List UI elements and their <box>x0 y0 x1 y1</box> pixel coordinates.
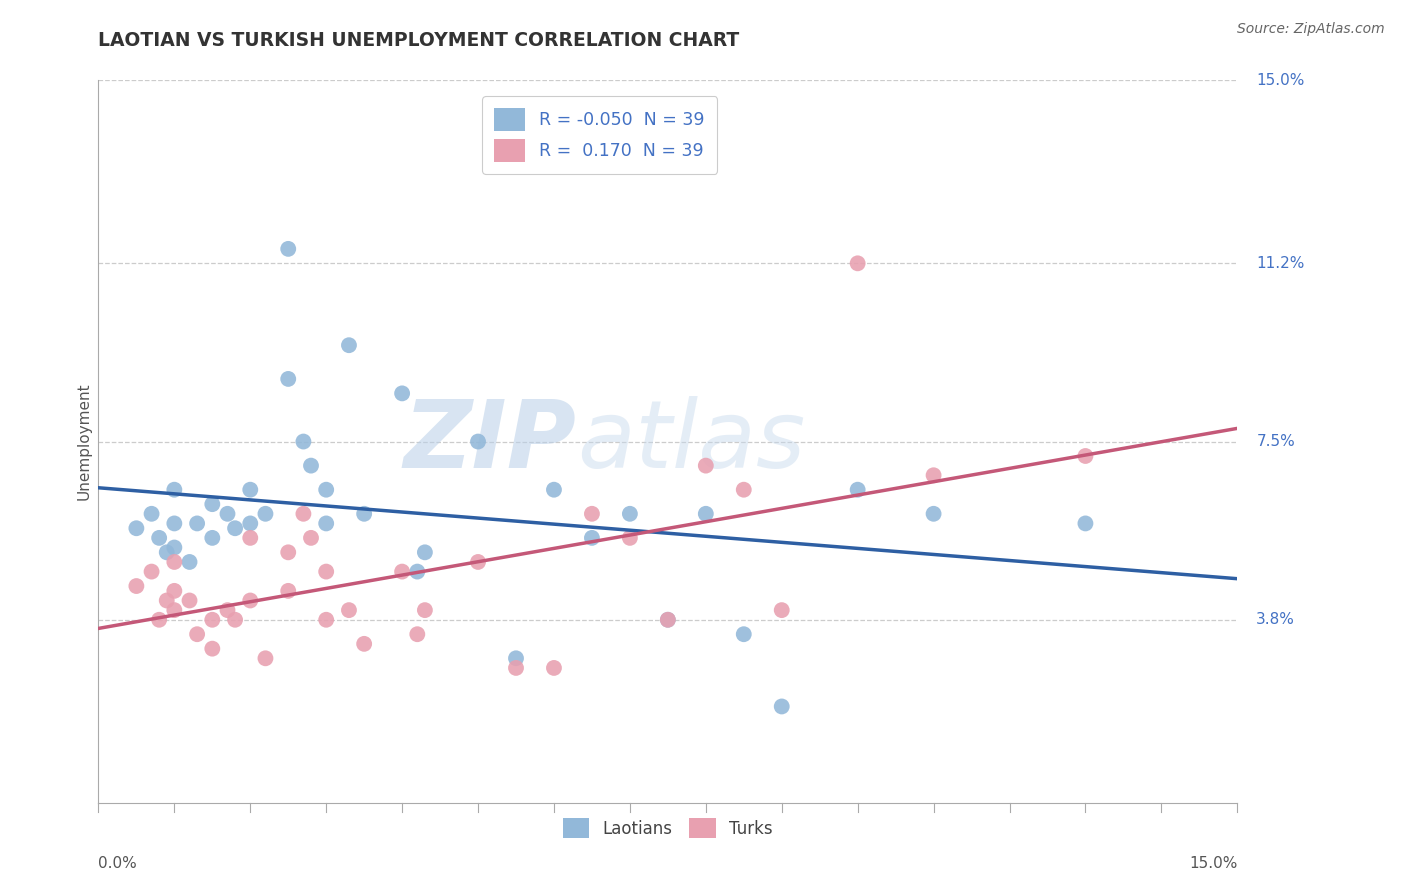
Point <box>292 507 315 521</box>
Point <box>239 531 262 545</box>
Text: LAOTIAN VS TURKISH UNEMPLOYMENT CORRELATION CHART: LAOTIAN VS TURKISH UNEMPLOYMENT CORRELAT… <box>98 31 740 50</box>
Point <box>695 507 717 521</box>
Point <box>186 627 208 641</box>
Point <box>186 516 208 531</box>
Text: 15.0%: 15.0% <box>1257 73 1305 87</box>
Point <box>299 531 322 545</box>
Point <box>413 603 436 617</box>
Point <box>141 507 163 521</box>
Point <box>224 521 246 535</box>
Point <box>277 242 299 256</box>
Point <box>413 545 436 559</box>
Text: 7.5%: 7.5% <box>1257 434 1295 449</box>
Point <box>353 637 375 651</box>
Point <box>224 613 246 627</box>
Point <box>922 468 945 483</box>
Point <box>505 661 527 675</box>
Point <box>239 593 262 607</box>
Point <box>163 483 186 497</box>
Point <box>239 483 262 497</box>
Point <box>163 555 186 569</box>
Point <box>1074 516 1097 531</box>
Point <box>277 372 299 386</box>
Text: 0.0%: 0.0% <box>98 855 138 871</box>
Point <box>846 256 869 270</box>
Text: 11.2%: 11.2% <box>1257 256 1305 271</box>
Point <box>733 483 755 497</box>
Point <box>125 521 148 535</box>
Point <box>581 531 603 545</box>
Point <box>179 555 201 569</box>
Point <box>619 507 641 521</box>
Point <box>156 593 179 607</box>
Point <box>201 497 224 511</box>
Legend: Laotians, Turks: Laotians, Turks <box>555 812 780 845</box>
Point <box>163 541 186 555</box>
Point <box>292 434 315 449</box>
Point <box>733 627 755 641</box>
Text: 3.8%: 3.8% <box>1257 612 1295 627</box>
Point <box>148 613 170 627</box>
Point <box>581 507 603 521</box>
Point <box>217 603 239 617</box>
Point <box>299 458 322 473</box>
Y-axis label: Unemployment: Unemployment <box>76 383 91 500</box>
Point <box>163 516 186 531</box>
Point <box>315 613 337 627</box>
Point <box>156 545 179 559</box>
Point <box>141 565 163 579</box>
Point <box>315 565 337 579</box>
Point <box>619 531 641 545</box>
Text: Source: ZipAtlas.com: Source: ZipAtlas.com <box>1237 22 1385 37</box>
Point <box>770 603 793 617</box>
Point <box>406 565 429 579</box>
Point <box>254 651 277 665</box>
Point <box>391 565 413 579</box>
Point <box>1074 449 1097 463</box>
Point <box>277 583 299 598</box>
Point <box>391 386 413 401</box>
Point <box>657 613 679 627</box>
Point <box>467 555 489 569</box>
Text: atlas: atlas <box>576 396 806 487</box>
Point <box>846 483 869 497</box>
Point <box>201 641 224 656</box>
Point <box>695 458 717 473</box>
Point <box>467 434 489 449</box>
Point <box>657 613 679 627</box>
Point <box>337 338 360 352</box>
Point <box>201 613 224 627</box>
Point <box>163 583 186 598</box>
Point <box>543 483 565 497</box>
Text: ZIP: ZIP <box>404 395 576 488</box>
Point <box>406 627 429 641</box>
Point <box>163 603 186 617</box>
Point <box>201 531 224 545</box>
Point <box>337 603 360 617</box>
Point <box>543 661 565 675</box>
Point <box>315 516 337 531</box>
Text: 15.0%: 15.0% <box>1189 855 1237 871</box>
Point <box>254 507 277 521</box>
Point <box>148 531 170 545</box>
Point <box>353 507 375 521</box>
Point <box>239 516 262 531</box>
Point <box>179 593 201 607</box>
Point <box>217 507 239 521</box>
Point <box>277 545 299 559</box>
Point <box>770 699 793 714</box>
Point <box>125 579 148 593</box>
Point <box>922 507 945 521</box>
Point <box>505 651 527 665</box>
Point <box>315 483 337 497</box>
